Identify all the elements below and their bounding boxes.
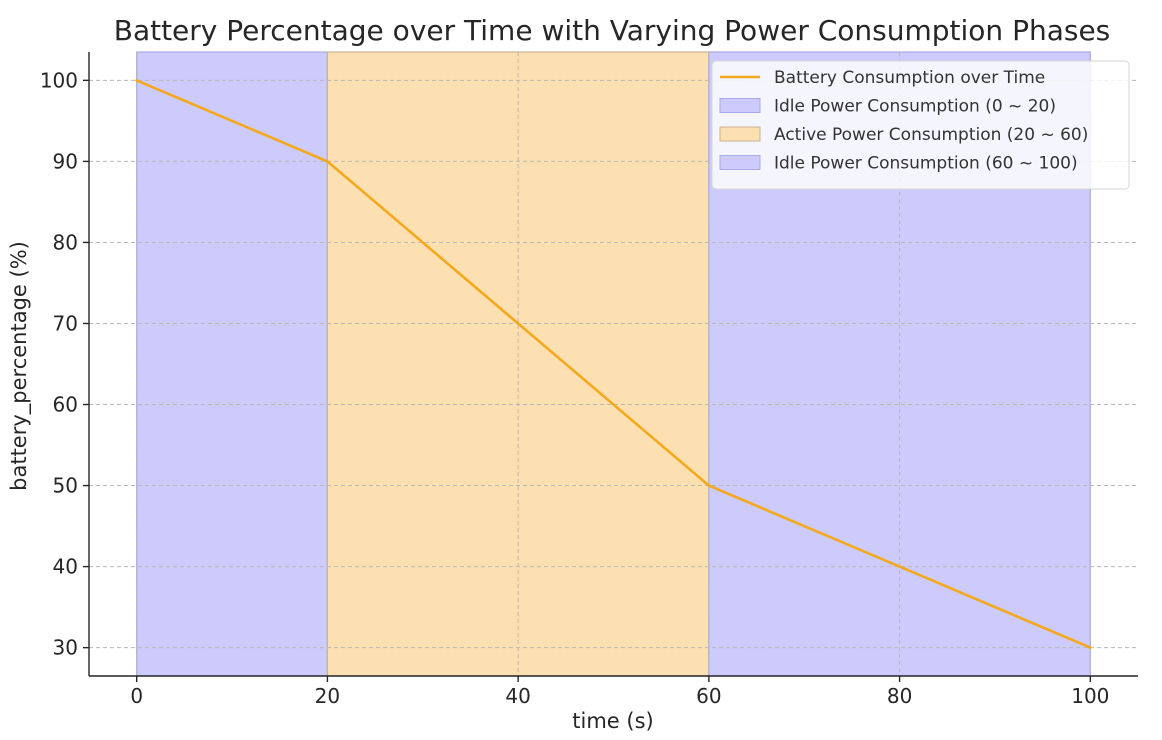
x-tick-label-4: 80 xyxy=(887,684,912,708)
data-point-0-5 xyxy=(1089,646,1092,649)
tick-labels: 0 20 40 60 80 100 30 40 50 60 70 80 90 100 xyxy=(40,68,1110,708)
y-tick-label-5: 80 xyxy=(53,230,78,254)
data-point-0-1 xyxy=(326,160,329,163)
x-tick-label-2: 40 xyxy=(505,684,530,708)
x-tick-label-0: 0 xyxy=(130,684,143,708)
x-axis-label: time (s) xyxy=(572,709,653,733)
phase-span-0 xyxy=(136,51,329,677)
x-tick-label-3: 60 xyxy=(696,684,721,708)
data-point-0-2 xyxy=(516,322,520,325)
y-tick-label-7: 100 xyxy=(40,68,78,92)
legend-box xyxy=(711,60,1130,190)
data-point-0-0 xyxy=(135,79,138,82)
y-tick-label-4: 70 xyxy=(53,311,78,335)
y-tick-label-1: 40 xyxy=(53,555,78,579)
series-line-0 xyxy=(135,79,1092,649)
chart-title: Battery Percentage over Time with Varyin… xyxy=(114,14,1111,47)
data-point-0-3 xyxy=(707,484,711,487)
legend: Battery Consumption over Time Idle Power … xyxy=(711,60,1130,190)
y-axis-label: battery_percentage (%) xyxy=(7,241,32,491)
x-tick-label-1: 20 xyxy=(315,684,340,708)
y-tick-label-2: 50 xyxy=(53,474,78,498)
y-tick-label-0: 30 xyxy=(53,636,78,660)
legend-label-0: Battery Consumption over Time xyxy=(774,68,1045,88)
legend-swatch-1 xyxy=(719,98,761,113)
legend-label-2: Active Power Consumption (20 ~ 60) xyxy=(774,125,1088,145)
legend-swatch-2 xyxy=(719,126,761,142)
legend-label-3: Idle Power Consumption (60 ~ 100) xyxy=(774,154,1078,174)
data-point-0-4 xyxy=(898,565,901,568)
gridlines xyxy=(89,52,1138,676)
x-tick-label-5: 100 xyxy=(1071,684,1109,708)
axes xyxy=(88,52,1138,677)
y-tick-label-3: 60 xyxy=(53,393,78,417)
y-tick-label-6: 90 xyxy=(53,149,78,173)
legend-swatch-3 xyxy=(719,155,761,170)
series-layer xyxy=(135,79,1092,649)
legend-label-1: Idle Power Consumption (0 ~ 20) xyxy=(774,97,1056,117)
